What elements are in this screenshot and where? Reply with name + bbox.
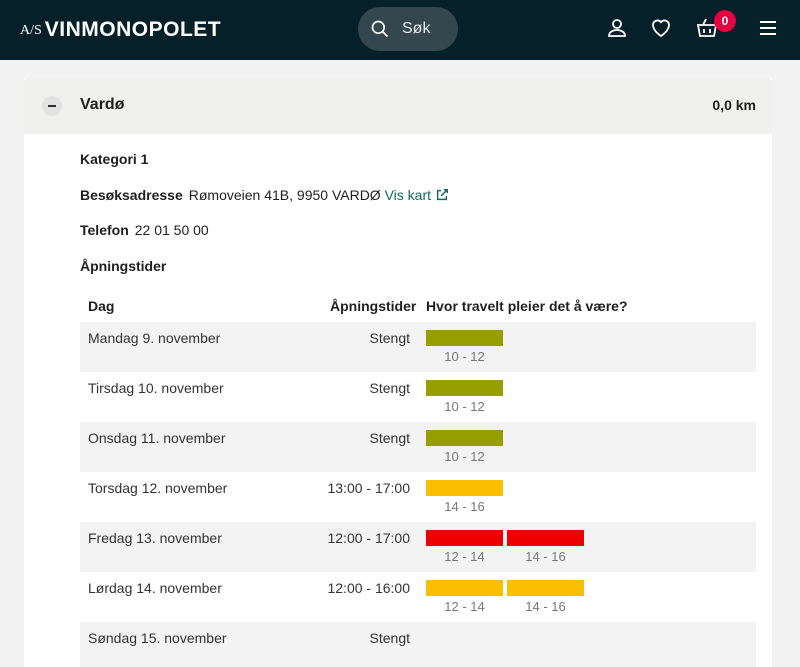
hours-cell: 12:00 - 16:00 — [327, 580, 410, 596]
day-cell: Fredag 13. november — [88, 530, 222, 546]
cart-count-badge: 0 — [714, 10, 736, 32]
heart-icon[interactable] — [649, 16, 673, 40]
search-icon — [371, 20, 389, 38]
busy-slot-label: 10 - 12 — [444, 399, 485, 414]
store-distance: 0,0 km — [712, 97, 756, 113]
menu-icon[interactable] — [756, 16, 780, 40]
hours-table-body: Mandag 9. november Stengt 10 - 12 Tirsdag 1… — [80, 322, 756, 667]
vinmonopolet-logo[interactable]: A/S VINMONOPOLET — [20, 17, 221, 41]
collapse-icon[interactable] — [42, 96, 62, 116]
top-header: A/S VINMONOPOLET Søk 0 — [0, 0, 800, 60]
day-cell: Søndag 15. november — [88, 630, 227, 646]
busy-bar-low — [426, 430, 503, 446]
busy-bar-medium — [426, 580, 503, 596]
day-cell: Mandag 9. november — [88, 330, 221, 346]
opening-hours-heading: Åpningstider — [80, 258, 172, 274]
busy-slot: 14 - 16 — [507, 530, 584, 564]
user-icon[interactable] — [605, 16, 629, 40]
busy-slot: 10 - 12 — [426, 430, 503, 464]
hours-table-header: Dag Åpningstider Hvor travelt pleier det… — [80, 298, 756, 322]
table-row: Søndag 15. november Stengt — [80, 622, 756, 667]
busy-bar-high — [507, 530, 584, 546]
hours-cell: Stengt — [369, 630, 410, 646]
day-cell: Lørdag 14. november — [88, 580, 222, 596]
search-button[interactable]: Søk — [358, 7, 458, 51]
table-row: Tirsdag 10. november Stengt 10 - 12 — [80, 372, 756, 422]
hours-cell: Stengt — [369, 430, 410, 446]
busy-slot-label: 10 - 12 — [444, 349, 485, 364]
busy-slot-label: 12 - 14 — [444, 549, 485, 564]
busy-slot-label: 14 - 16 — [525, 549, 566, 564]
col-busy: Hvor travelt pleier det å være? — [426, 298, 628, 314]
col-hours: Åpningstider — [330, 298, 417, 314]
address-label: Besøksadresse — [80, 187, 183, 203]
busy-slot: 12 - 14 — [426, 530, 503, 564]
search-label: Søk — [402, 20, 431, 37]
busy-bar-medium — [507, 580, 584, 596]
table-row: Mandag 9. november Stengt 10 - 12 — [80, 322, 756, 372]
category-label: Kategori 1 — [80, 151, 149, 167]
table-row: Fredag 13. november 12:00 - 17:00 12 - 14 1… — [80, 522, 756, 572]
table-row: Onsdag 11. november Stengt 10 - 12 — [80, 422, 756, 472]
busy-bar-medium — [426, 480, 503, 496]
hours-cell: Stengt — [369, 380, 410, 396]
map-link[interactable]: Vis kart — [385, 187, 449, 203]
busy-slot-label: 14 - 16 — [444, 499, 485, 514]
table-row: Lørdag 14. november 12:00 - 16:00 12 - 14 1… — [80, 572, 756, 622]
busy-slot: 12 - 14 — [426, 580, 503, 614]
external-link-icon — [436, 189, 448, 201]
busy-slot: 10 - 12 — [426, 330, 503, 364]
store-name: Vardø — [80, 96, 125, 113]
hours-cell: 12:00 - 17:00 — [327, 530, 410, 546]
day-cell: Tirsdag 10. november — [88, 380, 224, 396]
busy-bar-low — [426, 380, 503, 396]
store-category: Kategori 1 — [80, 151, 154, 167]
busy-slot-label: 12 - 14 — [444, 599, 485, 614]
busy-slot: 10 - 12 — [426, 380, 503, 414]
busy-slot: 14 - 16 — [507, 580, 584, 614]
hours-cell: Stengt — [369, 330, 410, 346]
hours-cell: 13:00 - 17:00 — [327, 480, 410, 496]
opening-hours-title: Åpningstider — [80, 258, 167, 274]
busy-slot: 14 - 16 — [426, 480, 503, 514]
phone-label: Telefon — [80, 222, 129, 238]
address-value: Rømoveien 41B, 9950 VARDØ — [188, 187, 381, 203]
table-row: Torsdag 12. november 13:00 - 17:00 14 - 16 — [80, 472, 756, 522]
map-link-label: Vis kart — [384, 187, 432, 203]
busy-slot-label: 14 - 16 — [525, 599, 566, 614]
day-cell: Onsdag 11. november — [88, 430, 226, 446]
day-cell: Torsdag 12. november — [88, 480, 228, 496]
basket-icon[interactable] — [695, 16, 719, 40]
address-row: Besøksadresse Rømoveien 41B, 9950 VARDØ V… — [80, 187, 449, 203]
phone-row: Telefon 22 01 50 00 — [80, 222, 209, 238]
logo-prefix: A/S — [20, 23, 42, 38]
busy-bar-high — [426, 530, 503, 546]
col-day: Dag — [88, 298, 115, 314]
phone-value: 22 01 50 00 — [134, 222, 209, 238]
busy-bar-low — [426, 330, 503, 346]
store-card: Vardø 0,0 km Kategori 1 Besøksadresse Røm… — [24, 78, 772, 667]
store-accordion-header[interactable]: Vardø 0,0 km — [24, 78, 772, 134]
logo-text: VINMONOPOLET — [44, 18, 222, 41]
busy-slot-label: 10 - 12 — [444, 449, 485, 464]
